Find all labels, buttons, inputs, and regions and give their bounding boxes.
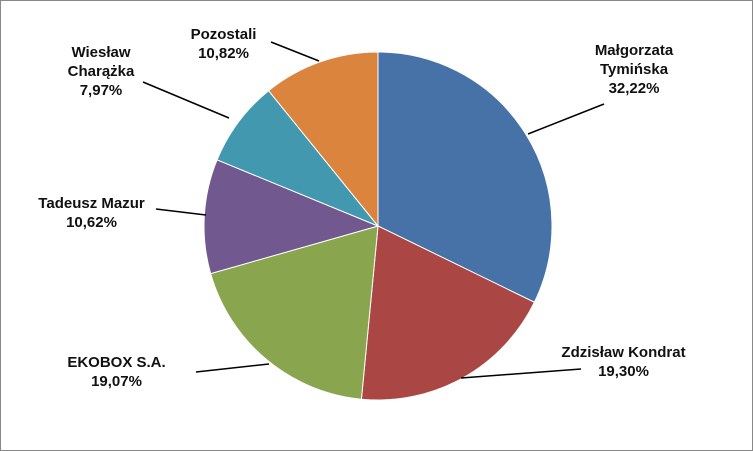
slice-label: Pozostali 10,82%	[171, 25, 276, 63]
slice-name: Pozostali	[190, 26, 257, 43]
pie-slice	[267, 51, 379, 228]
slice-value: 19,07%	[91, 373, 142, 390]
pie-slice	[203, 159, 380, 275]
leader-line	[142, 81, 230, 119]
slice-value: 32,22%	[608, 80, 660, 97]
slice-value: 10,82%	[198, 45, 249, 62]
slice-label: Małgorzata Tymińska 32,22%	[569, 41, 699, 98]
slice-value: 19,30%	[598, 363, 649, 380]
slice-name: Wiesław Charążka	[67, 44, 135, 80]
slice-label: Wiesław Charążka 7,97%	[41, 43, 161, 100]
pie-slice	[210, 225, 379, 400]
slice-label: Tadeusz Mazur 10,62%	[19, 194, 164, 232]
leader-line	[155, 208, 207, 216]
slice-name: Małgorzata Tymińska	[594, 42, 674, 78]
slice-label: Zdzisław Kondrat 19,30%	[561, 343, 686, 381]
slice-name: EKOBOX S.A.	[67, 354, 166, 371]
slice-value: 10,62%	[66, 214, 117, 231]
pie-slice	[377, 51, 553, 303]
slice-value: 7,97%	[79, 82, 123, 99]
slice-name: Zdzisław Kondrat	[561, 344, 686, 361]
leader-line	[270, 41, 320, 62]
leader-line	[527, 103, 605, 135]
slice-name: Tadeusz Mazur	[38, 195, 145, 212]
leader-line	[460, 368, 582, 379]
slice-label: EKOBOX S.A. 19,07%	[59, 353, 174, 391]
leader-line	[195, 363, 270, 373]
